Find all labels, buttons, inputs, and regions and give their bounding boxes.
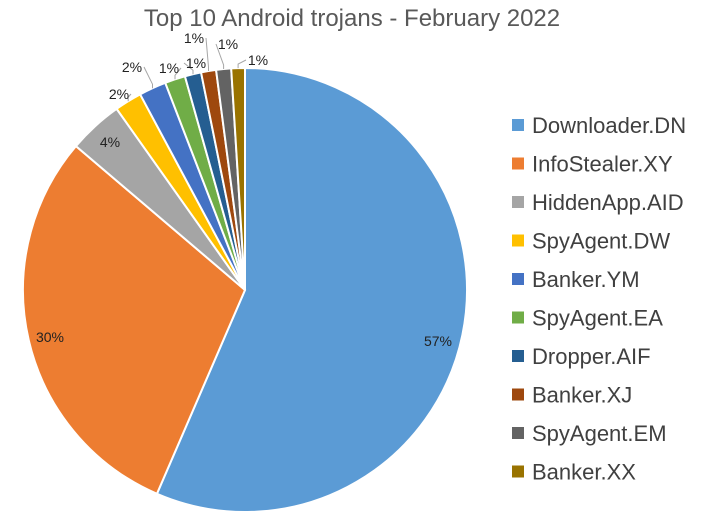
legend-label-spyagent-dw: SpyAgent.DW [532,229,670,254]
pie-slices [22,66,468,513]
legend-swatch-infostealer-xy [512,157,524,170]
slice-infostealer-xy [22,144,247,496]
slice-label-infostealer-xy: 30% [36,329,64,345]
legend-swatch-spyagent-ea [512,311,524,324]
slice-label-spyagent-ea: 1% [159,60,179,76]
slice-label-banker-ym: 2% [122,59,142,75]
leader-line-banker-ym [143,66,153,89]
slice-label-banker-xj: 1% [184,30,204,46]
legend-label-banker-ym: Banker.YM [532,267,640,292]
chart-title: Top 10 Android trojans - February 2022 [144,5,560,32]
slice-label-spyagent-dw: 2% [109,86,129,102]
legend-label-spyagent-ea: SpyAgent.EA [532,306,663,331]
legend-swatch-banker-ym [512,273,524,285]
legend: Downloader.DN InfoStealer.XY HiddenApp.AID… [512,113,686,485]
legend-label-banker-xx: Banker.XX [532,460,636,485]
leader-line-spyagent-dw [127,93,132,102]
leader-line-spyagent-ea [174,67,182,80]
slice-label-dropper-aif: 1% [186,55,206,71]
legend-label-spyagent-em: SpyAgent.EM [532,421,667,446]
legend-swatch-downloader-dn [512,119,524,131]
legend-label-downloader-dn: Downloader.DN [532,113,686,138]
legend-swatch-spyagent-em [512,427,524,439]
slice-downloader-dn [155,66,468,513]
slice-labels: 57% 30% 4% 2% 2% 1% 1% 1% 1% 1% [36,30,452,349]
legend-label-banker-xj: Banker.XJ [532,383,632,408]
slice-banker-xx [230,66,246,291]
legend-swatch-banker-xx [512,465,524,478]
leader-line-dropper-aif [183,62,194,75]
legend-swatch-hiddenapp-aid [512,196,524,208]
legend-label-infostealer-xy: InfoStealer.XY [532,152,673,177]
leader-line-spyagent-em [215,43,225,69]
legend-swatch-banker-xj [512,388,524,401]
legend-label-hiddenapp-aid: HiddenApp.AID [532,190,684,215]
leader-line-banker-xj [205,37,209,71]
slice-label-spyagent-em: 1% [218,36,238,52]
legend-swatch-dropper-aif [512,350,524,362]
leader-lines [127,37,247,102]
slice-label-downloader-dn: 57% [424,333,452,349]
legend-label-dropper-aif: Dropper.AIF [532,344,651,369]
leader-line-banker-xx [237,59,247,69]
slice-label-hiddenapp-aid: 4% [100,134,120,150]
legend-swatch-spyagent-dw [512,234,524,247]
slice-label-banker-xx: 1% [248,52,268,68]
